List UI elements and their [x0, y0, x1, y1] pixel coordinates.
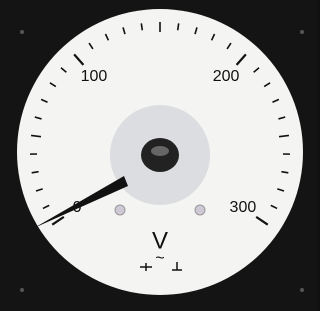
scale-label: 300: [230, 199, 257, 216]
corner-screw: [20, 30, 24, 34]
current-symbol: ~: [155, 250, 164, 267]
screw-right: [195, 205, 205, 215]
page: 0100200300 V ~ (() => { const data = JSO…: [0, 0, 320, 311]
corner-screw: [300, 30, 304, 34]
corner-screw: [300, 288, 304, 292]
hub-highlight: [151, 146, 169, 156]
meter: 0100200300 V ~: [0, 0, 317, 311]
screw-left: [115, 205, 125, 215]
scale-label: 100: [81, 68, 108, 85]
corner-screw: [20, 288, 24, 292]
scale-tick: [281, 172, 288, 173]
scale-tick: [32, 172, 39, 173]
scale-label: 200: [213, 68, 240, 85]
scale-tick: [178, 23, 179, 30]
scale-tick: [141, 23, 142, 30]
